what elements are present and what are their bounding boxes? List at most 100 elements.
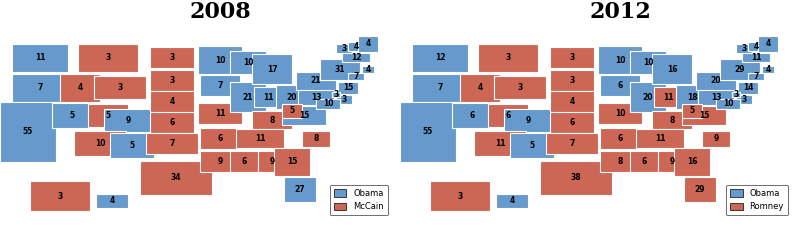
Text: 7: 7 xyxy=(38,83,42,92)
Text: 3: 3 xyxy=(570,76,574,85)
Text: 6: 6 xyxy=(170,118,174,127)
FancyBboxPatch shape xyxy=(550,47,594,68)
FancyBboxPatch shape xyxy=(738,82,758,94)
FancyBboxPatch shape xyxy=(652,54,692,84)
Text: 3: 3 xyxy=(570,53,574,62)
FancyBboxPatch shape xyxy=(400,102,456,162)
Text: 6: 6 xyxy=(618,134,622,143)
FancyBboxPatch shape xyxy=(282,106,326,125)
Text: 10: 10 xyxy=(322,100,334,108)
Legend: Obama, Romney: Obama, Romney xyxy=(726,185,788,215)
FancyBboxPatch shape xyxy=(654,87,682,107)
Text: 29: 29 xyxy=(734,65,746,74)
FancyBboxPatch shape xyxy=(550,70,594,91)
Text: 9: 9 xyxy=(270,157,274,166)
FancyBboxPatch shape xyxy=(358,36,378,52)
Text: 6: 6 xyxy=(218,134,222,143)
Text: 9: 9 xyxy=(670,157,674,166)
FancyBboxPatch shape xyxy=(140,161,212,195)
Text: 38: 38 xyxy=(570,173,582,182)
FancyBboxPatch shape xyxy=(600,128,640,149)
FancyBboxPatch shape xyxy=(702,131,730,147)
FancyBboxPatch shape xyxy=(74,131,126,156)
FancyBboxPatch shape xyxy=(336,44,352,53)
FancyBboxPatch shape xyxy=(230,82,266,112)
FancyBboxPatch shape xyxy=(30,181,90,211)
Text: 5: 5 xyxy=(530,141,534,150)
Text: 31: 31 xyxy=(334,65,346,74)
Text: 8: 8 xyxy=(618,157,622,166)
FancyBboxPatch shape xyxy=(348,73,364,80)
FancyBboxPatch shape xyxy=(12,74,68,102)
FancyBboxPatch shape xyxy=(636,129,684,148)
Text: 21: 21 xyxy=(242,93,254,101)
FancyBboxPatch shape xyxy=(652,111,692,129)
FancyBboxPatch shape xyxy=(198,103,242,124)
Text: 4: 4 xyxy=(366,65,370,74)
FancyBboxPatch shape xyxy=(200,128,240,149)
Text: 15: 15 xyxy=(287,157,297,166)
FancyBboxPatch shape xyxy=(510,133,554,158)
Text: 6: 6 xyxy=(242,157,246,166)
Text: 12: 12 xyxy=(350,53,362,62)
FancyBboxPatch shape xyxy=(88,104,128,127)
FancyBboxPatch shape xyxy=(104,109,152,132)
FancyBboxPatch shape xyxy=(146,133,198,154)
FancyBboxPatch shape xyxy=(758,36,778,52)
FancyBboxPatch shape xyxy=(200,151,240,172)
Text: 7: 7 xyxy=(218,81,222,90)
Text: 11: 11 xyxy=(34,53,46,62)
FancyBboxPatch shape xyxy=(430,181,490,211)
FancyBboxPatch shape xyxy=(60,74,100,102)
Text: 7: 7 xyxy=(438,83,442,92)
FancyBboxPatch shape xyxy=(110,133,154,158)
Text: 6: 6 xyxy=(618,81,622,90)
FancyBboxPatch shape xyxy=(600,75,640,96)
Text: 3: 3 xyxy=(458,192,462,201)
FancyBboxPatch shape xyxy=(742,53,770,62)
FancyBboxPatch shape xyxy=(198,46,242,74)
FancyBboxPatch shape xyxy=(412,44,468,72)
Text: 6: 6 xyxy=(642,157,646,166)
FancyBboxPatch shape xyxy=(230,151,258,172)
Text: 15: 15 xyxy=(299,111,309,120)
FancyBboxPatch shape xyxy=(682,104,702,118)
Text: 5: 5 xyxy=(106,111,110,120)
Text: 11: 11 xyxy=(494,139,506,148)
Text: 4: 4 xyxy=(766,40,770,48)
Text: 11: 11 xyxy=(662,93,674,101)
Text: 4: 4 xyxy=(78,83,82,92)
Text: 13: 13 xyxy=(310,93,322,101)
Text: 16: 16 xyxy=(686,157,698,166)
FancyBboxPatch shape xyxy=(298,89,334,105)
FancyBboxPatch shape xyxy=(698,89,734,105)
Text: 4: 4 xyxy=(110,197,114,205)
Text: 16: 16 xyxy=(666,65,678,74)
Text: 2008: 2008 xyxy=(189,0,251,23)
FancyBboxPatch shape xyxy=(336,95,352,104)
Text: 10: 10 xyxy=(722,100,734,108)
Text: 10: 10 xyxy=(214,56,226,64)
Text: 4: 4 xyxy=(354,42,358,51)
Text: 5: 5 xyxy=(130,141,134,150)
Text: 9: 9 xyxy=(218,157,222,166)
Text: 3: 3 xyxy=(58,192,62,201)
FancyBboxPatch shape xyxy=(296,72,336,90)
Text: 6: 6 xyxy=(506,111,510,120)
FancyBboxPatch shape xyxy=(254,87,282,107)
FancyBboxPatch shape xyxy=(736,95,752,104)
FancyBboxPatch shape xyxy=(96,194,128,208)
Text: 5: 5 xyxy=(70,111,74,120)
Text: 8: 8 xyxy=(270,116,274,125)
FancyBboxPatch shape xyxy=(630,51,666,74)
Text: 9: 9 xyxy=(126,116,130,125)
Text: 3: 3 xyxy=(118,83,122,92)
FancyBboxPatch shape xyxy=(630,82,666,112)
FancyBboxPatch shape xyxy=(236,129,284,148)
Text: 3: 3 xyxy=(334,90,338,99)
FancyBboxPatch shape xyxy=(762,66,774,73)
Text: 10: 10 xyxy=(642,58,654,67)
Text: 3: 3 xyxy=(734,90,738,99)
FancyBboxPatch shape xyxy=(546,133,598,154)
Text: 12: 12 xyxy=(434,53,446,62)
